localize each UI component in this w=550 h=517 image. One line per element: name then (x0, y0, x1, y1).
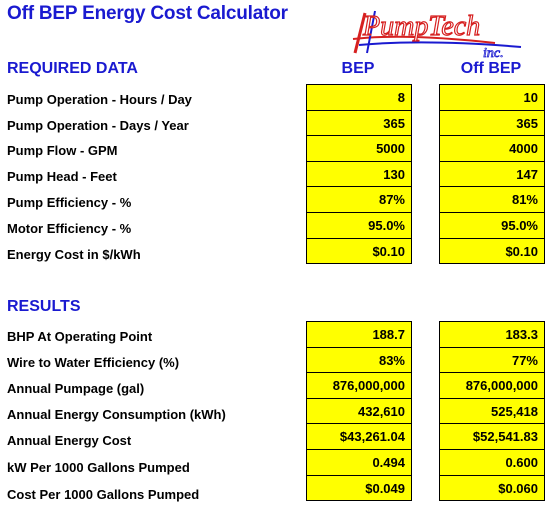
pumptech-logo: PumpTech inc. (352, 10, 522, 59)
off-bep-annual-pumpage-value: 876,000,000 (440, 373, 544, 398)
off-bep-annual-energy-consumption-value: 525,418 (440, 398, 544, 424)
bep-hours-day-input[interactable]: 8 (307, 85, 411, 110)
off-bep-annual-energy-cost-value: $52,541.83 (440, 424, 544, 449)
off-bep-energy-cost-input[interactable]: $0.10 (440, 238, 544, 264)
row-label-flow: Pump Flow - GPM (7, 143, 118, 158)
bep-motor-efficiency-input[interactable]: 95.0% (307, 212, 411, 238)
logo-wordmark: PumpTech (362, 11, 480, 42)
page-title: Off BEP Energy Cost Calculator (7, 3, 288, 24)
row-label-pump-efficiency: Pump Efficiency - % (7, 195, 132, 210)
row-label-annual-pumpage: Annual Pumpage (gal) (7, 381, 145, 396)
row-label-annual-energy-consumption: Annual Energy Consumption (kWh) (7, 407, 226, 422)
logo-inc: inc. (483, 46, 504, 59)
row-label-kw-per-1000: kW Per 1000 Gallons Pumped (7, 460, 190, 475)
row-label-days-year: Pump Operation - Days / Year (7, 118, 189, 133)
off-bep-flow-input[interactable]: 4000 (440, 136, 544, 161)
bep-column-header: BEP (341, 60, 375, 77)
off-bep-head-input[interactable]: 147 (440, 161, 544, 187)
off-bep-cost-per-1000-value: $0.060 (440, 475, 544, 501)
bep-wire-to-water-value: 83% (307, 347, 411, 373)
bep-energy-cost-input[interactable]: $0.10 (307, 238, 411, 264)
row-label-annual-energy-cost: Annual Energy Cost (7, 433, 132, 448)
off-bep-hours-day-input[interactable]: 10 (440, 85, 544, 110)
off-bep-results-column: 183.3 77% 876,000,000 525,418 $52,541.83… (439, 321, 545, 502)
bep-input-column: 8 365 5000 130 87% 95.0% $0.10 (306, 84, 412, 265)
off-bep-bhp-value: 183.3 (440, 322, 544, 347)
row-label-hours-day: Pump Operation - Hours / Day (7, 92, 192, 107)
bep-bhp-value: 188.7 (307, 322, 411, 347)
off-bep-kw-per-1000-value: 0.600 (440, 449, 544, 475)
row-label-wire-to-water: Wire to Water Efficiency (%) (7, 355, 180, 370)
bep-annual-energy-consumption-value: 432,610 (307, 398, 411, 424)
bep-kw-per-1000-value: 0.494 (307, 449, 411, 475)
bep-pump-efficiency-input[interactable]: 87% (307, 187, 411, 212)
row-label-cost-per-1000: Cost Per 1000 Gallons Pumped (7, 487, 200, 502)
bep-results-column: 188.7 83% 876,000,000 432,610 $43,261.04… (306, 321, 412, 502)
row-label-motor-efficiency: Motor Efficiency - % (7, 221, 132, 236)
bep-head-input[interactable]: 130 (307, 161, 411, 187)
off-bep-days-year-input[interactable]: 365 (440, 110, 544, 136)
off-bep-input-column: 10 365 4000 147 81% 95.0% $0.10 (439, 84, 545, 265)
off-bep-motor-efficiency-input[interactable]: 95.0% (440, 212, 544, 238)
off-bep-pump-efficiency-input[interactable]: 81% (440, 187, 544, 212)
row-label-head: Pump Head - Feet (7, 169, 117, 184)
off-bep-wire-to-water-value: 77% (440, 347, 544, 373)
results-heading: RESULTS (7, 298, 81, 315)
bep-flow-input[interactable]: 5000 (307, 136, 411, 161)
row-label-energy-cost: Energy Cost in $/kWh (7, 247, 141, 262)
off-bep-column-header: Off BEP (460, 60, 522, 77)
required-data-heading: REQUIRED DATA (7, 60, 138, 77)
bep-annual-pumpage-value: 876,000,000 (307, 373, 411, 398)
bep-days-year-input[interactable]: 365 (307, 110, 411, 136)
bep-annual-energy-cost-value: $43,261.04 (307, 424, 411, 449)
bep-cost-per-1000-value: $0.049 (307, 475, 411, 501)
row-label-bhp: BHP At Operating Point (7, 329, 153, 344)
